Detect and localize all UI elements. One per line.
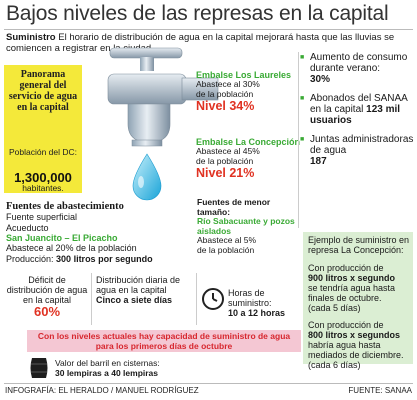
case-pre: Con producción de bbox=[308, 263, 384, 273]
example-case-2: Con producción de 800 litros x segundos … bbox=[308, 320, 410, 370]
dam-concepcion: Embalse La Concepción Abastece al 45% de… bbox=[196, 137, 304, 180]
hours-value: 10 a 12 horas bbox=[228, 308, 286, 318]
example-box bbox=[303, 232, 413, 364]
case-value: 800 litros x segundos bbox=[308, 330, 401, 340]
source-aqueduct: Acueducto bbox=[6, 222, 49, 233]
panorama-title: Panorama general del servicio de agua en… bbox=[8, 69, 78, 113]
production-label: Producción: bbox=[6, 253, 54, 264]
deficit-stat: Déficit de distribución de agua en la ca… bbox=[6, 275, 88, 319]
stats-divider bbox=[91, 273, 92, 325]
intro-text: Suministro El horario de distribución de… bbox=[6, 32, 411, 54]
fact-consumption: Aumento de consumo durante verano: 30% bbox=[300, 52, 415, 85]
barrel-value: 30 lempiras a 40 lempiras bbox=[55, 368, 159, 378]
population-value: 1,300,000 bbox=[14, 170, 72, 185]
dam-supply-population: de la población bbox=[196, 155, 254, 166]
dam-laureles: Embalse Los Laureles Abastece al 30% de … bbox=[196, 70, 301, 113]
warning-text: Con los niveles actuales hay capacidad d… bbox=[37, 331, 291, 351]
warning-banner bbox=[27, 330, 301, 352]
sources-section: Fuentes de abastecimiento Fuente superfi… bbox=[6, 201, 196, 264]
case-note: (cada 6 días) bbox=[308, 360, 361, 370]
source-surface: Fuente superficial bbox=[6, 212, 78, 222]
fact-value: 123 mil usuarios bbox=[310, 104, 401, 126]
minor-sources-supply: Abastece al 5% bbox=[197, 235, 257, 245]
source-system: San Juancito – El Picacho bbox=[6, 233, 118, 243]
dam-supply-population: de la población bbox=[196, 88, 254, 99]
population-label: Población del DC: bbox=[8, 147, 78, 157]
example-heading: Ejemplo de suministro en represa La Conc… bbox=[308, 235, 410, 255]
deficit-label: Déficit de distribución de agua en la ca… bbox=[6, 275, 88, 305]
fact-text: Aumento de consumo durante verano: bbox=[310, 52, 408, 74]
fact-value: 30% bbox=[310, 74, 331, 85]
dam-supply: Abastece al 30% bbox=[196, 79, 260, 89]
fact-boards: Juntas administradoras de agua 187 bbox=[300, 134, 415, 167]
footer-source: FUENTE: SANAA bbox=[348, 386, 412, 395]
clock-icon bbox=[202, 288, 224, 310]
faucet-icon bbox=[107, 47, 219, 201]
intro-body: El horario de distribución de agua en la… bbox=[6, 32, 395, 54]
dam-name: Embalse Los Laureles bbox=[196, 70, 292, 80]
stats-divider bbox=[196, 273, 197, 325]
hours-label: Horas de suministro: bbox=[228, 288, 272, 308]
case-value: 900 litros x segundo bbox=[308, 273, 396, 283]
case-pre: Con producción de bbox=[308, 320, 384, 330]
minor-sources-name: Río Sabacuante y pozos aislados bbox=[197, 216, 295, 236]
deficit-value: 60% bbox=[33, 304, 61, 319]
fact-value: 187 bbox=[310, 156, 327, 167]
footer-divider bbox=[4, 383, 413, 384]
source-production: Producción: 300 litros por segundo bbox=[6, 254, 196, 265]
case-post: se tendría agua hasta finales de octubre… bbox=[308, 283, 396, 303]
production-value: 300 litros por segundo bbox=[56, 253, 153, 264]
dam-name: Embalse La Concepción bbox=[196, 137, 301, 147]
sources-title: Fuentes de abastecimiento bbox=[6, 201, 124, 212]
daily-label: Distribución diaria de agua en la capita… bbox=[96, 275, 181, 295]
source-supply: Abastece al 20% de la población bbox=[6, 243, 137, 253]
hours-stat: Horas de suministro: 10 a 12 horas bbox=[228, 288, 300, 318]
fact-text: Abonados del SANAA en la capital bbox=[310, 93, 408, 115]
minor-sources-title: Fuentes de menor tamaño: bbox=[197, 197, 271, 217]
case-post: habría agua hasta mediados de diciembre. bbox=[308, 340, 404, 360]
dam-level: Nivel 34% bbox=[196, 99, 255, 113]
intro-lead: Suministro bbox=[6, 32, 56, 43]
facts-list: Aumento de consumo durante verano: 30% A… bbox=[300, 52, 415, 171]
example-content: Ejemplo de suministro en represa La Conc… bbox=[308, 235, 410, 370]
barrel-price: Valor del barril en cisternas: 30 lempir… bbox=[55, 358, 295, 378]
minor-sources: Fuentes de menor tamaño: Río Sabacuante … bbox=[197, 197, 299, 255]
fact-subscribers: Abonados del SANAA en la capital 123 mil… bbox=[300, 93, 415, 126]
footer-credit: INFOGRAFÍA: EL HERALDO / MANUEL RODRÍGUE… bbox=[5, 386, 199, 395]
page-title: Bajos niveles de las represas en la capi… bbox=[6, 2, 389, 25]
panorama-panel bbox=[4, 65, 82, 193]
daily-stat: Distribución diaria de agua en la capita… bbox=[96, 275, 194, 305]
column-divider bbox=[298, 52, 299, 228]
population-unit: habitantes. bbox=[22, 183, 64, 193]
example-case-1: Con producción de 900 litros x segundo s… bbox=[308, 263, 410, 313]
barrel-label: Valor del barril en cisternas: bbox=[55, 358, 160, 368]
daily-value: Cinco a siete días bbox=[96, 295, 173, 305]
minor-sources-population: de la población bbox=[197, 244, 255, 255]
case-note: (cada 5 días) bbox=[308, 303, 361, 313]
fact-text: Juntas administradoras de agua bbox=[310, 134, 414, 156]
dam-supply: Abastece al 45% bbox=[196, 146, 260, 156]
barrel-icon bbox=[30, 358, 48, 378]
title-divider bbox=[4, 29, 413, 30]
dam-level: Nivel 21% bbox=[196, 166, 255, 180]
